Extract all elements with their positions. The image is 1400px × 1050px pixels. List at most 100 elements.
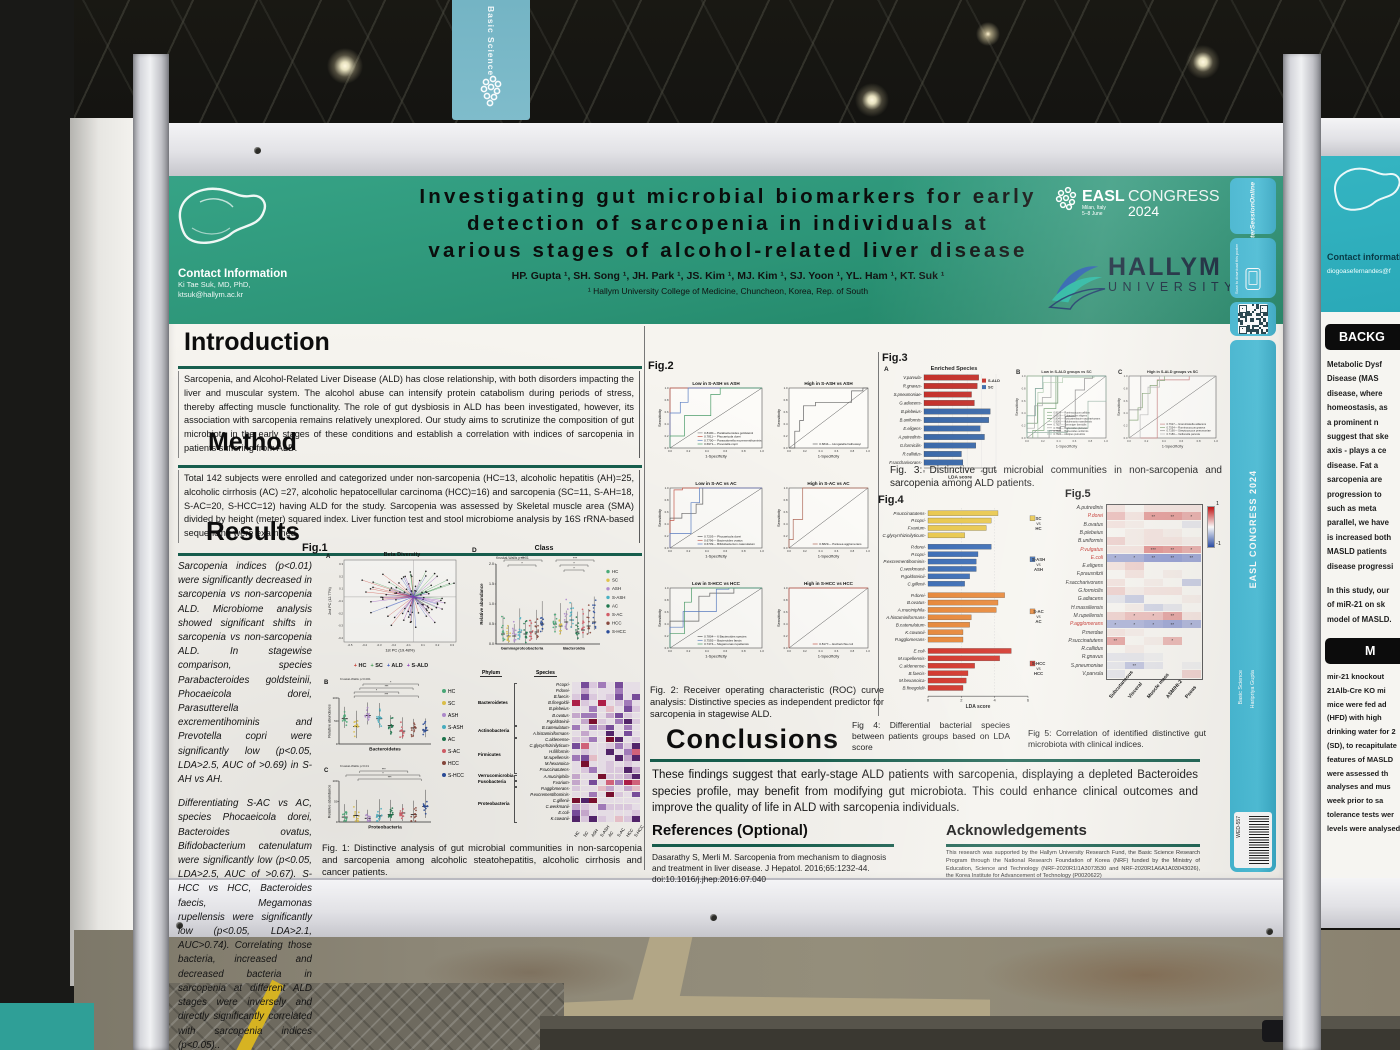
svg-text:2.0: 2.0	[489, 562, 494, 566]
hallym-wordmark: HALLYM UNIVERSITY	[1108, 253, 1239, 294]
svg-text:C.aldenense-: C.aldenense-	[899, 663, 926, 668]
adjacent-poster: Contact informati diogoasefernandes@f BA…	[1321, 156, 1400, 878]
fig3-panelC-roc: High in S-ALD groups vs SC 0.0 0.0 0.2 0.2 0.…	[1116, 366, 1220, 474]
svg-text:S-AC: S-AC	[1033, 609, 1044, 614]
adjacent-poster-header: Contact informati diogoasefernandes@f	[1321, 156, 1400, 312]
references-text: Dasarathy S, Merli M. Sarcopenia from me…	[652, 852, 887, 885]
svg-text:0.2: 0.2	[784, 534, 788, 538]
svg-text:-0.5: -0.5	[348, 643, 353, 647]
svg-text:HCC: HCC	[612, 621, 622, 626]
svg-text:P.dorei-: P.dorei-	[911, 593, 927, 598]
fig4-caption: Fig 4: Differential bacterial species be…	[852, 720, 1010, 753]
column-divider	[644, 326, 645, 870]
qr-code	[1238, 304, 1268, 334]
frame-post-left	[133, 54, 169, 1050]
svg-text:0.2: 0.2	[435, 643, 439, 647]
svg-text:1.0: 1.0	[784, 386, 788, 390]
svg-text:-0.3: -0.3	[338, 624, 343, 628]
strip-author: Haripriya Gupta	[1250, 670, 1256, 709]
svg-text:0.2: 0.2	[686, 449, 690, 453]
svg-text:A: A	[326, 554, 331, 560]
rule	[946, 844, 1200, 847]
svg-text:Sensitivity: Sensitivity	[1116, 398, 1121, 416]
svg-text:0.2: 0.2	[803, 549, 807, 553]
svg-text:0.8109— Ruminococcus callidus: 0.8109— Ruminococcus callidus	[1054, 411, 1091, 414]
floor-band	[540, 1029, 1400, 1050]
svg-text:Enriched Species: Enriched Species	[931, 366, 978, 372]
svg-text:C: C	[324, 768, 329, 774]
svg-text:-0.4: -0.4	[362, 643, 367, 647]
svg-text:*: *	[390, 680, 392, 684]
svg-text:Relative abundance: Relative abundance	[479, 583, 484, 625]
svg-text:SC: SC	[1036, 516, 1042, 521]
acknowledgements-text: This research was supported by the Hally…	[946, 850, 1200, 880]
svg-text:S.pneumoniae-: S.pneumoniae-	[894, 392, 923, 397]
rule	[178, 465, 642, 468]
strip-postersessiononline: PosterSessionOnline	[1230, 178, 1276, 250]
svg-text:1-Specificity: 1-Specificity	[1056, 444, 1078, 449]
svg-text:0.2: 0.2	[665, 634, 669, 638]
svg-text:0.6: 0.6	[834, 649, 838, 653]
svg-text:0.8: 0.8	[1124, 386, 1128, 390]
easl-wordmark: EASL	[1082, 188, 1125, 205]
svg-text:***: ***	[384, 692, 388, 696]
svg-text:Low in S-HCC vs HCC: Low in S-HCC vs HCC	[692, 581, 741, 586]
svg-text:0.2: 0.2	[686, 549, 690, 553]
svg-text:S-ASH: S-ASH	[612, 595, 625, 600]
svg-text:0.2: 0.2	[784, 634, 788, 638]
fig2-roc-panel: Low in S-ASH vs ASH 0.0 0.0 0.2 0.2 0.4 0.4 0.6…	[654, 378, 768, 474]
poster-authors: HP. Gupta ¹, SH. Song ¹, JH. Park ¹, JS.…	[511, 270, 945, 282]
fig5-caption: Fig 5: Correlation of identified distinc…	[1028, 728, 1206, 750]
svg-text:1.0: 1.0	[1104, 439, 1108, 443]
svg-text:0.8: 0.8	[850, 649, 854, 653]
poster-code: WED-557	[1236, 816, 1242, 838]
svg-text:0: 0	[923, 470, 925, 474]
svg-text:vs: vs	[1036, 666, 1040, 671]
svg-text:0.0: 0.0	[1022, 436, 1026, 440]
easl-bubbles-icon	[1055, 186, 1077, 211]
fig5-correlation-heatmap: A.putredinis P.dorei ** ** * B.ovatus B.plebei…	[1065, 501, 1221, 701]
svg-text:0.2: 0.2	[1124, 424, 1128, 428]
frame-post-right	[1283, 54, 1321, 1050]
fig4-label: Fig.4	[878, 494, 904, 506]
poster-title-line: detection of sarcopenia in individuals a…	[467, 212, 989, 235]
svg-text:-0.4: -0.4	[338, 636, 343, 640]
fig2-caption: Fig. 2: Receiver operating characteristi…	[650, 685, 884, 720]
easl-location: Milan, Italy	[1082, 205, 1106, 211]
svg-text:0: 0	[927, 698, 930, 703]
svg-text:-0.2: -0.2	[391, 643, 396, 647]
svg-text:Sensitivity: Sensitivity	[657, 509, 662, 527]
svg-text:0.8000— Holdemania massiliensi: 0.8000— Holdemania massiliensis	[1054, 421, 1093, 424]
rule	[178, 553, 642, 556]
svg-text:Low in S-ASH vs ASH: Low in S-ASH vs ASH	[692, 381, 740, 386]
svg-text:50: 50	[334, 800, 338, 804]
poster-title-line: Investigating gut microbial biomarkers f…	[419, 185, 1037, 208]
floor-treadplate	[134, 983, 564, 1050]
svg-text:SC: SC	[612, 578, 618, 583]
fig1-panelD-class-plot: Class D Kruskal-Wallis p<0.01 0.0 0.5 1.0 1.5 2…	[470, 540, 640, 670]
svg-text:0.0: 0.0	[665, 446, 669, 450]
svg-text:0.0: 0.0	[787, 449, 791, 453]
svg-text:1: 1	[937, 470, 939, 474]
floor-band	[540, 1016, 1400, 1029]
svg-text:-0.1: -0.1	[406, 643, 411, 647]
fig5-label: Fig.5	[1065, 488, 1091, 500]
svg-text:0.4: 0.4	[784, 522, 788, 526]
svg-text:*: *	[521, 561, 523, 565]
svg-text:0.4: 0.4	[784, 622, 788, 626]
svg-text:0.1: 0.1	[339, 587, 343, 591]
svg-text:B.finegoldii-: B.finegoldii-	[902, 686, 926, 691]
svg-text:0.8109— Eubacterium eligens: 0.8109— Eubacterium eligens	[1054, 414, 1088, 417]
svg-text:0.8: 0.8	[665, 598, 669, 602]
svg-text:Class: Class	[535, 545, 554, 552]
svg-text:0.6: 0.6	[784, 610, 788, 614]
svg-text:***: ***	[573, 556, 578, 560]
section-heading-results: Results	[206, 516, 300, 546]
svg-text:-0.1: -0.1	[338, 599, 343, 603]
svg-text:P.agglomerans-: P.agglomerans-	[895, 637, 927, 642]
svg-text:0.6: 0.6	[665, 410, 669, 414]
svg-text:P.excrementihominis-: P.excrementihominis-	[883, 559, 926, 564]
svg-text:-0.2: -0.2	[338, 611, 343, 615]
screw	[1266, 928, 1273, 935]
svg-text:P.dorei-: P.dorei-	[911, 544, 927, 549]
